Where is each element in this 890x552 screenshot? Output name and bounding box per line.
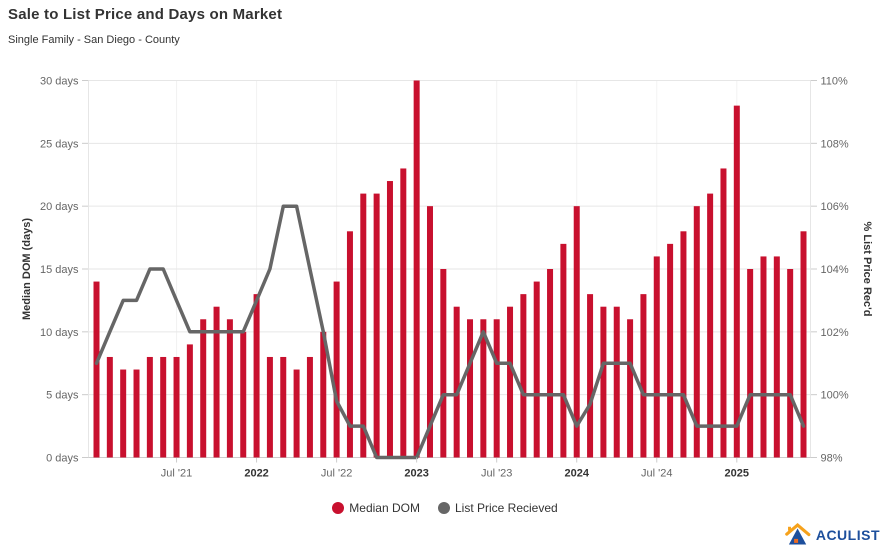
aculist-logo: ACULIST [784,522,880,548]
bar-median-dom[interactable] [520,294,527,458]
x-axis-label: Jul '22 [321,468,352,480]
left-axis-label: 25 days [40,138,79,150]
bar-median-dom[interactable] [280,356,287,458]
right-axis-label: 110% [821,76,849,88]
x-axis-label: 2024 [564,468,589,480]
bar-median-dom[interactable] [773,256,780,458]
bar-median-dom[interactable] [560,243,567,458]
bar-median-dom[interactable] [787,269,794,458]
chart-subtitle: Single Family - San Diego - County [8,34,180,46]
bar-median-dom[interactable] [253,294,260,458]
bar-median-dom[interactable] [133,369,140,458]
line-list-price-received[interactable] [94,204,806,460]
right-axis-label: 104% [821,264,849,276]
bar-median-dom[interactable] [733,105,740,458]
median-dom-swatch-icon [332,502,345,514]
bar-median-dom[interactable] [120,369,127,458]
bar-median-dom[interactable] [186,344,193,458]
bar-median-dom[interactable] [680,231,687,458]
bar-median-dom[interactable] [426,206,433,458]
bar-median-dom[interactable] [707,193,714,458]
bar-median-dom[interactable] [480,319,487,458]
x-axis-label: 2025 [725,468,749,480]
x-axis-label: 2023 [404,468,428,480]
legend-label-median-dom: Median DOM [349,501,420,515]
bar-median-dom[interactable] [627,319,634,458]
bar-median-dom[interactable] [613,306,620,458]
right-axis-label: 106% [821,201,849,213]
left-axis-label: 20 days [40,201,79,213]
bar-median-dom[interactable] [493,319,500,458]
bar-median-dom[interactable] [587,294,594,458]
x-axis-label: 2022 [244,468,268,480]
left-axis-label: 15 days [40,264,79,276]
bar-median-dom[interactable] [320,331,327,458]
right-axis-label: 98% [821,453,843,465]
x-axis-label: Jul '21 [161,468,192,480]
bar-median-dom[interactable] [360,193,367,458]
bar-median-dom[interactable] [160,356,167,458]
bar-median-dom[interactable] [720,168,727,458]
bar-median-dom[interactable] [226,319,233,458]
bar-median-dom[interactable] [573,206,580,458]
bar-median-dom[interactable] [667,243,674,458]
x-axis-label: Jul '24 [641,468,672,480]
bar-median-dom[interactable] [266,356,273,458]
right-axis-label: 108% [821,138,849,150]
bar-median-dom[interactable] [760,256,767,458]
bar-median-dom[interactable] [533,281,540,458]
left-axis-label: 0 days [46,453,79,465]
legend-label-list-price: List Price Recieved [454,501,558,515]
bar-median-dom[interactable] [547,269,554,458]
left-axis-label: 10 days [40,327,79,339]
legend-item-list-price[interactable]: List Price Recieved [437,501,558,515]
x-axis-label: Jul '23 [481,468,512,480]
chart-title: Sale to List Price and Days on Market [8,6,283,23]
bar-median-dom[interactable] [413,80,420,458]
legend-item-median-dom[interactable]: Median DOM [332,501,420,515]
left-axis-label: 5 days [46,390,79,402]
bar-median-dom[interactable] [800,231,807,458]
aculist-house-icon [785,522,811,545]
bar-median-dom[interactable] [440,269,447,458]
left-axis-label: 30 days [40,76,79,88]
bar-median-dom[interactable] [146,356,153,458]
aculist-logo-text: ACULIST [815,527,880,543]
bar-median-dom[interactable] [200,319,207,458]
bar-median-dom[interactable] [400,168,407,458]
bar-median-dom[interactable] [106,356,113,458]
chart-legend: Median DOM List Price Recieved [0,501,890,515]
bar-median-dom[interactable] [640,294,647,458]
right-axis-label: 102% [821,327,849,339]
right-axis-label: 100% [821,390,849,402]
bar-median-dom[interactable] [93,281,100,458]
bar-median-dom[interactable] [600,306,607,458]
chart-header: Sale to List Price and Days on Market Si… [8,6,282,46]
bar-median-dom[interactable] [693,206,700,458]
list-price-swatch-icon [437,502,450,514]
bar-median-dom[interactable] [453,306,460,458]
bar-median-dom[interactable] [293,369,300,458]
bar-median-dom[interactable] [333,281,340,458]
bar-median-dom[interactable] [507,306,514,458]
bar-median-dom[interactable] [467,319,474,458]
bar-median-dom[interactable] [386,181,393,458]
bar-median-dom[interactable] [653,256,660,458]
bar-median-dom[interactable] [240,331,247,458]
bar-median-dom[interactable] [373,193,380,458]
left-axis-title: Median DOM (days) [21,218,33,320]
right-axis-title: % List Price Rec'd [861,222,873,317]
bar-median-dom[interactable] [747,269,754,458]
bar-median-dom[interactable] [213,306,220,458]
chart-plot-area: 0 days 5 days 10 days 15 days 20 days 25 days… [21,76,873,480]
bar-median-dom[interactable] [346,231,353,458]
bar-median-dom[interactable] [306,356,313,458]
bar-median-dom[interactable] [173,356,180,458]
